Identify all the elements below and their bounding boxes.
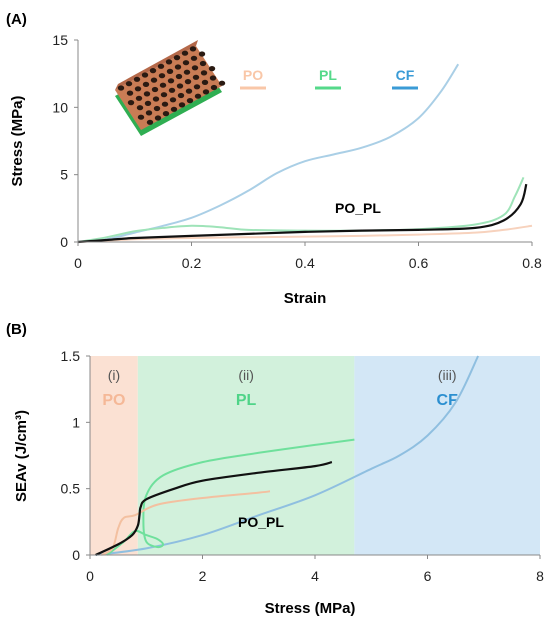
panel-a-series-pl xyxy=(77,176,525,243)
panel-b-region-roman-2: (ii) xyxy=(238,367,254,383)
panel-b-region-roman-3: (iii) xyxy=(438,367,457,383)
panel-a-x-tick-label: 0.4 xyxy=(295,255,315,271)
panel-b-region-3 xyxy=(354,356,540,555)
panel-a-y-label: Stress (MPa) xyxy=(9,96,26,187)
panel-a-y-tick-label: 5 xyxy=(60,167,68,183)
panel-b-x-label: Stress (MPa) xyxy=(265,600,356,617)
panel-b-region-roman-1: (i) xyxy=(108,367,120,383)
panel-b-label: (B) xyxy=(6,321,27,338)
legend-label-pl: PL xyxy=(319,67,337,83)
panel-b-y-tick-label: 0 xyxy=(72,547,80,563)
panel-b-x-tick-label: 2 xyxy=(199,568,207,584)
legend-label-cf: CF xyxy=(396,67,415,83)
panel-b-region-label-1: PO xyxy=(102,392,125,409)
panel-b-x-tick-label: 8 xyxy=(536,568,544,584)
panel-b-region-1 xyxy=(90,356,138,555)
panel-a-legend: PO PL CF xyxy=(240,67,418,90)
panel-a-label: (A) xyxy=(6,11,27,28)
panel-b-series xyxy=(95,355,480,556)
legend-label-po: PO xyxy=(243,67,263,83)
panel-b-series-po-pl xyxy=(95,461,333,556)
panel-b-x-tick-label: 6 xyxy=(424,568,432,584)
panel-a-x-tick-label: 0 xyxy=(74,255,82,271)
panel-a-x-tick-label: 0.6 xyxy=(409,255,429,271)
panel-a-series xyxy=(77,63,533,244)
panel-b-y-label: SEAv (J/cm³) xyxy=(13,410,30,502)
panel-b-series-po xyxy=(100,490,271,556)
panel-a-series-po-pl xyxy=(77,183,528,244)
panel-b-regions: (i) PO (ii) PL (iii) CF xyxy=(90,356,540,555)
panel-b-y-tick-label: 1.5 xyxy=(61,348,81,364)
panel-b-series-cf xyxy=(95,355,480,556)
panel-a-annotation: PO_PL xyxy=(335,200,381,216)
panel-b-ticks: 0 2 4 6 8 0 0.5 1 1.5 xyxy=(61,348,545,584)
panel-a-ticks: 0 0.2 0.4 0.6 0.8 0 5 10 15 xyxy=(52,32,542,271)
panel-a-y-tick-label: 15 xyxy=(52,32,68,48)
panel-b-y-tick-label: 1 xyxy=(72,414,80,430)
panel-b-x-tick-label: 0 xyxy=(86,568,94,584)
panel-a-y-tick-label: 0 xyxy=(60,234,68,250)
honeycomb-sample-image xyxy=(115,40,226,136)
panel-a-x-tick-label: 0.8 xyxy=(522,255,542,271)
panel-a-x-label: Strain xyxy=(284,290,327,307)
panel-b-x-tick-label: 4 xyxy=(311,568,319,584)
panel-a-x-tick-label: 0.2 xyxy=(182,255,202,271)
panel-b-series-pl xyxy=(106,438,355,556)
panel-a-y-tick-label: 10 xyxy=(52,99,68,115)
panel-b-y-tick-label: 0.5 xyxy=(61,481,81,497)
panel-b-region-label-2: PL xyxy=(236,392,257,409)
panel-b-region-label-3: CF xyxy=(437,392,459,409)
panel-a-series-po xyxy=(77,224,533,243)
panel-b-annotation: PO_PL xyxy=(238,514,284,530)
